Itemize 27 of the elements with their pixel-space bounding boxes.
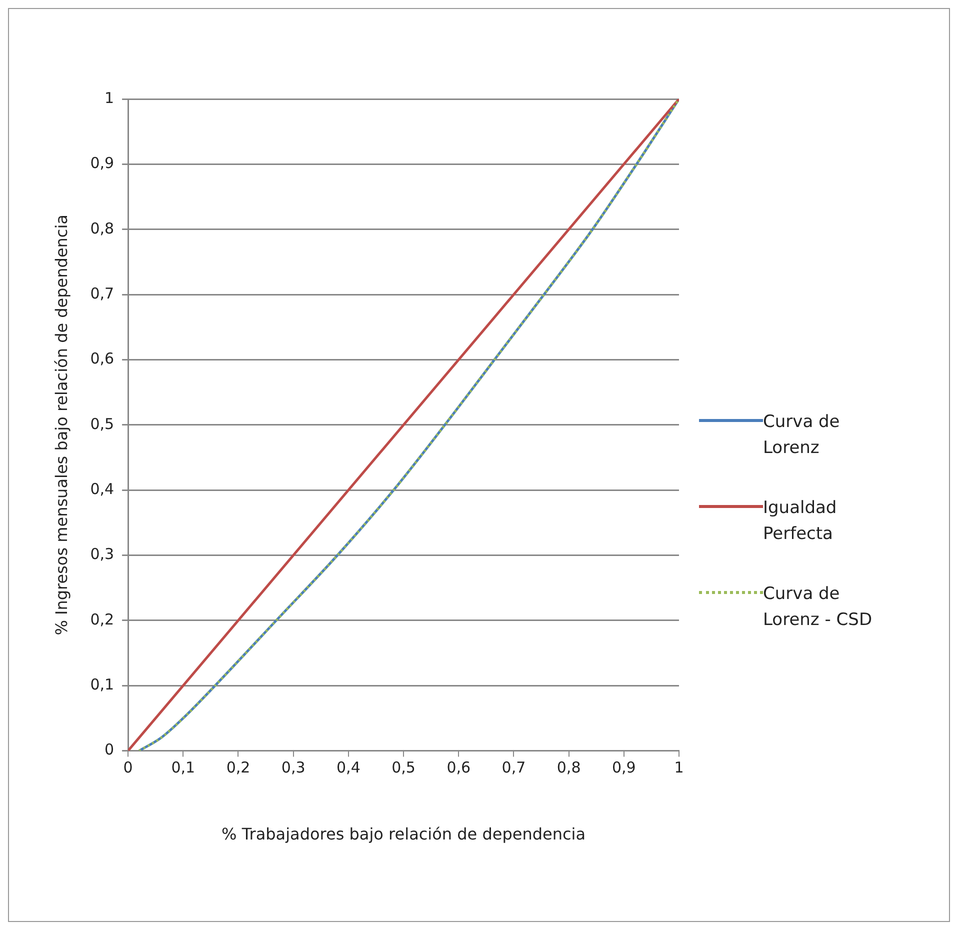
y-tick-label: 0,8 xyxy=(90,219,114,238)
y-tick-label: 0,5 xyxy=(90,414,114,433)
y-tick-label: 0 xyxy=(104,740,114,759)
x-tick-label: 0 xyxy=(123,758,133,777)
y-tick-label: 0,6 xyxy=(90,350,114,368)
x-axis-title: % Trabajadores bajo relación de dependencia xyxy=(222,824,586,844)
y-tick-label: 0,4 xyxy=(90,480,114,498)
x-tick-label: 0,4 xyxy=(336,758,360,777)
y-tick-label: 0,7 xyxy=(90,284,114,302)
y-tick-label: 0,9 xyxy=(90,154,114,172)
x-tick-label: 0,7 xyxy=(502,758,526,777)
legend-label: Curva de Lorenz xyxy=(763,411,841,460)
x-tick-label: 0,1 xyxy=(171,758,196,777)
y-tick-label: 0,2 xyxy=(90,610,114,628)
y-tick-label: 0,3 xyxy=(90,545,114,564)
x-tick-label: 0,8 xyxy=(556,758,581,777)
legend-label: Curva de Lorenz - CSD xyxy=(763,583,874,632)
x-tick-label: 0,5 xyxy=(392,758,416,777)
x-tick-label: 0,6 xyxy=(446,758,471,777)
legend-label: Igualdad Perfecta xyxy=(763,497,838,546)
x-tick-label: 0,9 xyxy=(612,758,636,777)
y-axis-title: % Ingresos mensuales bajo relación de dependencia xyxy=(52,214,71,636)
x-tick-label: 0,3 xyxy=(281,758,306,777)
y-tick-label: 0,1 xyxy=(90,676,114,694)
x-tick-label: 1 xyxy=(674,758,684,777)
y-tick-label: 1 xyxy=(104,88,114,107)
x-tick-label: 0,2 xyxy=(226,758,250,777)
